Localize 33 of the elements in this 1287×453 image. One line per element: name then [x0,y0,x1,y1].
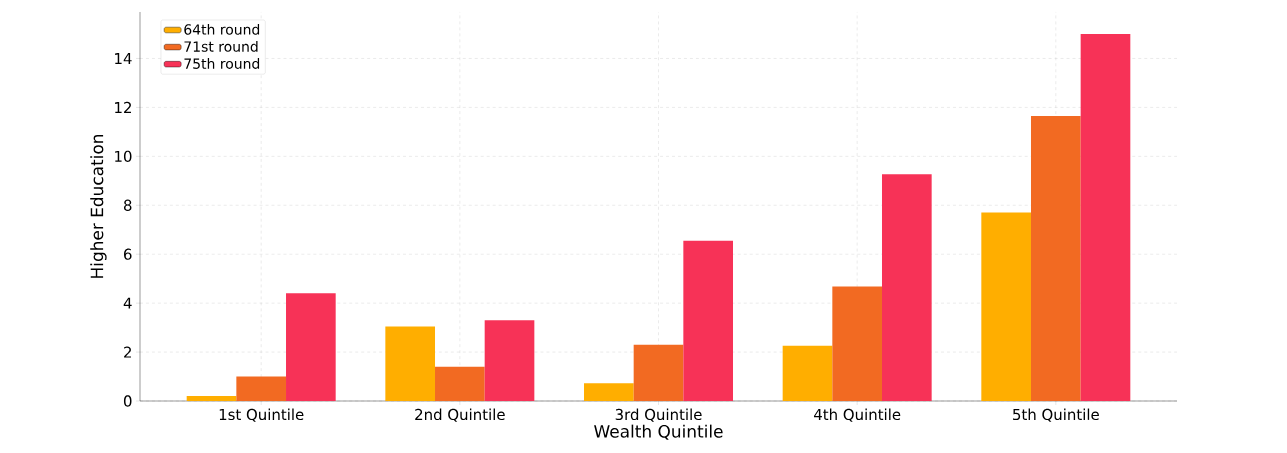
x-tick-label: 4th Quintile [813,408,901,422]
y-tick-label: 2 [124,346,131,358]
x-axis-title: Wealth Quintile [594,424,723,440]
bar [186,396,237,401]
x-tick-label: 2nd Quintile [415,408,505,422]
x-tick-label: 1st Quintile [219,408,304,422]
bar [385,326,436,401]
bar [435,366,485,401]
bar [286,293,336,401]
legend-label: 64th round [184,23,260,35]
bar [683,240,733,401]
y-tick-label: 8 [123,199,132,211]
bar [881,174,932,401]
bar [782,345,833,401]
bar [236,376,287,401]
y-tick-label: 12 [115,101,131,113]
y-tick-label: 6 [124,248,132,260]
x-tick-label: 3rd Quintile [615,408,702,422]
bar [832,286,882,401]
y-tick-label: 0 [123,395,132,407]
y-tick-label: 14 [115,53,132,64]
y-tick-label: 4 [123,297,132,309]
bar [1080,34,1131,401]
y-tick-label: 10 [115,150,132,162]
y-axis-title: Higher Education [90,134,107,278]
bar [584,383,634,401]
bar [981,212,1031,401]
x-tick-label: 5th Quintile [1013,408,1099,422]
bar [1030,115,1081,401]
bar [633,344,684,401]
bar [484,320,535,401]
legend-label: 71st round [184,41,258,52]
legend-label: 75th round [184,58,260,69]
